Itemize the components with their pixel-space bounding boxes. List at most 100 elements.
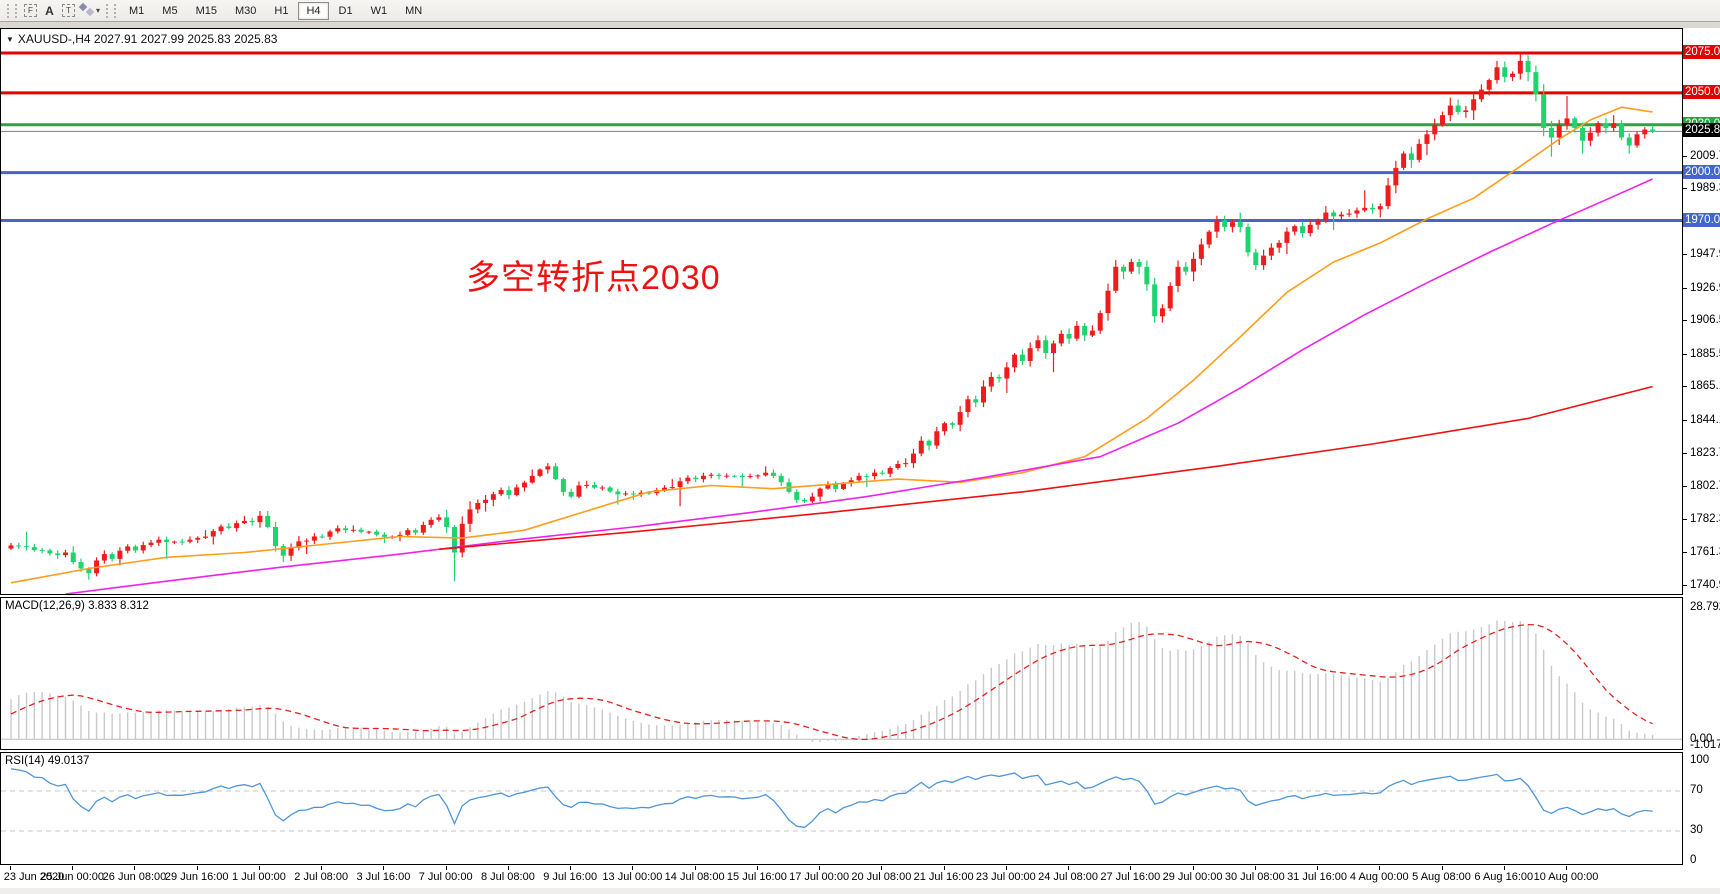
candle-up (241, 520, 247, 524)
candle-up (1595, 123, 1601, 133)
candle-up (296, 541, 302, 548)
price-tick-label: 1885.50 (1690, 347, 1720, 360)
candle-up (1214, 220, 1220, 232)
price-tick-label: 1740.90 (1690, 578, 1720, 591)
candle-up (1206, 231, 1212, 245)
time-axis[interactable]: 23 Jun 2020 25 Jun 00:00 26 Jun 08:00 29 Ju… (0, 866, 1720, 888)
timeframe-button-m30[interactable]: M30 (234, 4, 257, 17)
toolbar-drag-handle[interactable] (7, 3, 17, 18)
rsi-indicator-panel[interactable] (0, 752, 1683, 865)
macd-chart-surface[interactable] (1, 598, 1682, 749)
timeframe-button-h1[interactable]: H1 (274, 4, 289, 17)
price-tick-label: 1865.10 (1690, 380, 1720, 393)
time-tick-mark (383, 866, 385, 870)
candle-up (1004, 367, 1010, 379)
candle-up (1463, 110, 1469, 112)
toolbar-drag-handle-2[interactable] (106, 3, 117, 18)
price-tick-label: 1802.70 (1690, 480, 1720, 493)
candle-down (1455, 105, 1461, 112)
ma-fast-line[interactable] (10, 106, 1653, 584)
candle-up (428, 519, 434, 525)
candle-up (257, 515, 263, 523)
candle-up (1089, 330, 1095, 336)
candle-up (677, 481, 683, 488)
timeframe-button-m15[interactable]: M15 (195, 4, 217, 17)
candle-up (1323, 212, 1329, 221)
candle-up (1377, 206, 1383, 210)
candlestick-chart-surface[interactable] (1, 29, 1682, 594)
candle-up (1401, 153, 1407, 168)
candle-up (514, 487, 520, 496)
ma-mid-line[interactable] (65, 178, 1653, 594)
macd-indicator-panel[interactable] (0, 597, 1683, 750)
candle-up (1393, 167, 1399, 186)
candle-down (1183, 266, 1189, 272)
candle-down (1237, 222, 1243, 227)
shapes-tool-button[interactable]: ▾ (78, 2, 101, 19)
price-tick-mark (1683, 419, 1687, 421)
time-tick-label: 24 Jul 08:00 (1038, 871, 1099, 883)
timeframe-button-mn[interactable]: MN (405, 4, 423, 17)
candle-up (910, 453, 916, 464)
candle-up (195, 537, 201, 540)
price-tick-mark (1683, 287, 1687, 289)
candle-up (576, 485, 582, 497)
price-tick-mark (1683, 518, 1687, 520)
time-tick-label: 13 Jul 00:00 (602, 871, 663, 883)
candle-up (1424, 134, 1430, 144)
candle-down (607, 487, 613, 492)
ma-slow-line[interactable] (438, 385, 1653, 551)
timeframe-button-m5[interactable]: M5 (162, 4, 178, 17)
timeframe-button-h4[interactable]: H4 (298, 1, 329, 20)
candle-up (1587, 132, 1593, 141)
time-tick-mark (943, 866, 945, 870)
candle-down (249, 520, 255, 523)
candle-up (1292, 226, 1298, 232)
candle-up (1035, 340, 1041, 349)
price-axis[interactable]: 2072.102009.701989.301947.901926.901906.… (1683, 28, 1720, 866)
chart-title-text: XAUUSD-,H4 2027.91 2027.99 2025.83 2025.… (17, 32, 278, 46)
price-tick-mark (1683, 254, 1687, 256)
candle-down (560, 479, 566, 492)
candle-up (1510, 73, 1516, 77)
candle-down (1253, 252, 1259, 266)
chart-dropdown-icon[interactable]: ▼ (6, 35, 14, 44)
candle-up (988, 376, 994, 387)
main-chart-panel[interactable] (0, 28, 1683, 595)
text-label-tool-button[interactable]: T (60, 2, 77, 19)
time-tick-mark (1503, 866, 1505, 870)
timeframe-button-w1[interactable]: W1 (370, 4, 388, 17)
candle-up (203, 536, 208, 538)
timeframe-button-m1[interactable]: M1 (129, 4, 145, 17)
candle-down (592, 484, 597, 488)
candle-down (1541, 94, 1547, 128)
time-tick-mark (1566, 866, 1567, 870)
rsi-chart-surface[interactable] (1, 753, 1682, 864)
freehand-tool-button[interactable]: F (22, 2, 39, 19)
time-tick-mark (881, 866, 883, 870)
text-tool-button[interactable]: A (41, 2, 58, 19)
candle-down (1299, 226, 1305, 234)
candle-down (24, 546, 30, 548)
candle-up (1517, 60, 1523, 74)
candle-down (553, 466, 559, 480)
candle-up (1074, 325, 1080, 339)
candle-up (1198, 244, 1204, 259)
candle-down (506, 490, 512, 496)
time-tick-label: 7 Jul 00:00 (418, 871, 473, 883)
candle-down (864, 475, 870, 477)
candle-down (226, 526, 232, 529)
time-tick-label: 3 Jul 16:00 (356, 871, 411, 883)
candle-down (381, 534, 387, 537)
candle-up (1416, 143, 1422, 160)
candle-up (1229, 222, 1235, 227)
candle-down (374, 531, 380, 535)
candle-down (179, 541, 185, 543)
candle-up (1268, 247, 1274, 256)
timeframe-button-d1[interactable]: D1 (338, 4, 353, 17)
time-tick-mark (1441, 866, 1443, 870)
time-tick-mark (756, 866, 758, 870)
candle-down (164, 539, 170, 543)
candle-up (1167, 285, 1173, 309)
candle-up (957, 412, 963, 425)
